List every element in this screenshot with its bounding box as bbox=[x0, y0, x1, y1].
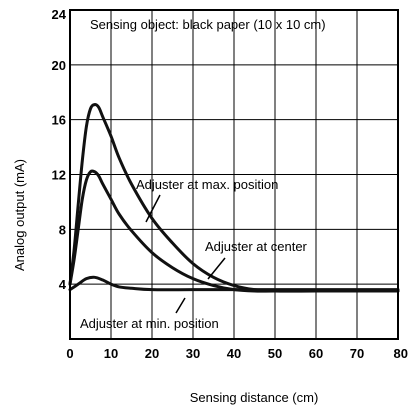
x-tick-label: 20 bbox=[145, 346, 159, 361]
pointer-min-position bbox=[175, 297, 186, 314]
y-tick-labels: 4 8 12 16 20 24 bbox=[52, 7, 67, 292]
plot-frame bbox=[69, 9, 399, 340]
annotation-center: Adjuster at center bbox=[205, 239, 308, 254]
x-tick-label: 50 bbox=[268, 346, 282, 361]
y-tick-label: 4 bbox=[59, 277, 67, 292]
y-tick-label: 12 bbox=[52, 168, 66, 183]
plot-frame-rect bbox=[69, 9, 399, 340]
x-tick-label: 70 bbox=[350, 346, 364, 361]
x-tick-label: 80 bbox=[394, 346, 408, 361]
series-curves bbox=[68, 103, 400, 293]
pointer-center bbox=[207, 257, 226, 280]
x-tick-label: 40 bbox=[227, 346, 241, 361]
annotation-min-position: Adjuster at min. position bbox=[80, 316, 219, 331]
x-tick-label: 0 bbox=[66, 346, 73, 361]
x-axis-label: Sensing distance (cm) bbox=[190, 390, 319, 405]
y-tick-label: 8 bbox=[59, 222, 66, 237]
x-tick-label: 60 bbox=[309, 346, 323, 361]
x-tick-labels: 0 10 20 30 40 50 60 70 80 bbox=[66, 346, 408, 361]
x-tick-label: 30 bbox=[186, 346, 200, 361]
sensing-object-note: Sensing object: black paper (10 x 10 cm) bbox=[90, 17, 326, 32]
y-tick-label: 24 bbox=[52, 7, 67, 22]
series-line-2 bbox=[68, 275, 400, 292]
annotation-max-position: Adjuster at max. position bbox=[136, 177, 278, 192]
x-tick-label: 10 bbox=[104, 346, 118, 361]
y-tick-label: 20 bbox=[52, 58, 66, 73]
pointer-max-position bbox=[145, 194, 161, 223]
grid bbox=[70, 10, 398, 339]
y-axis-label: Analog output (mA) bbox=[12, 159, 27, 271]
y-tick-label: 16 bbox=[52, 113, 66, 128]
